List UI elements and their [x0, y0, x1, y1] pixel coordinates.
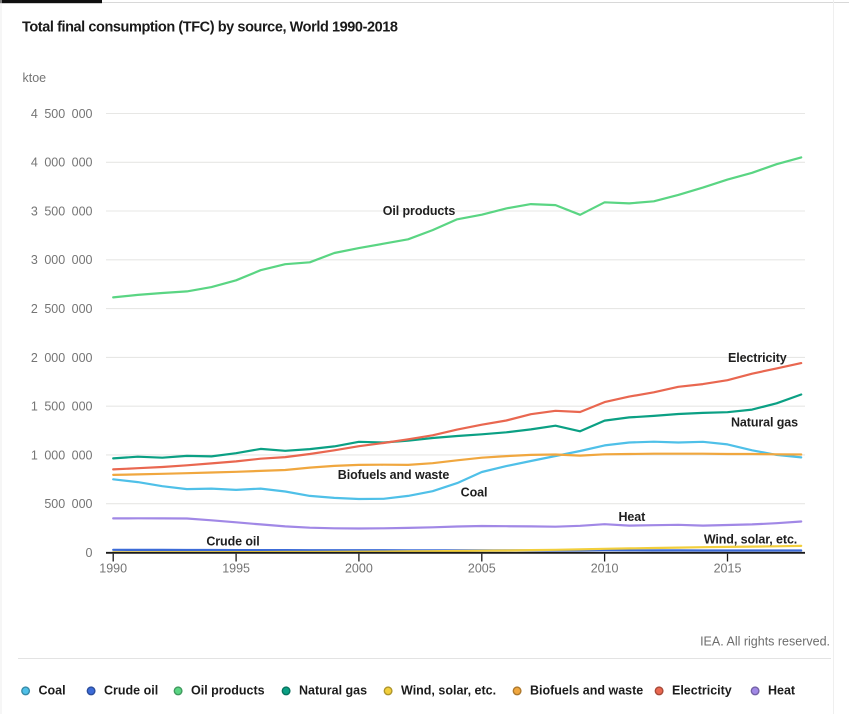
svg-text:Biofuels and waste: Biofuels and waste — [530, 684, 643, 698]
svg-text:2010: 2010 — [591, 562, 619, 576]
svg-text:500 000: 500 000 — [44, 497, 92, 511]
svg-text:Biofuels and waste: Biofuels and waste — [338, 468, 450, 482]
svg-text:Total final consumption (TFC): Total final consumption (TFC) by source,… — [22, 20, 398, 36]
svg-text:0: 0 — [86, 546, 93, 560]
svg-text:1 000 000: 1 000 000 — [31, 448, 93, 462]
svg-text:4 500 000: 4 500 000 — [31, 107, 93, 121]
svg-text:Wind, solar, etc.: Wind, solar, etc. — [704, 533, 797, 547]
svg-text:1990: 1990 — [99, 562, 127, 576]
svg-text:Crude oil: Crude oil — [206, 535, 259, 549]
svg-text:Coal: Coal — [39, 684, 66, 698]
svg-text:3 500 000: 3 500 000 — [31, 204, 93, 218]
svg-text:Natural gas: Natural gas — [731, 416, 798, 430]
svg-text:2015: 2015 — [714, 562, 742, 576]
svg-text:Electricity: Electricity — [728, 351, 787, 365]
svg-text:IEA. All rights reserved.: IEA. All rights reserved. — [700, 634, 830, 648]
svg-text:2 000 000: 2 000 000 — [31, 351, 93, 365]
svg-text:Electricity: Electricity — [672, 684, 732, 698]
svg-text:Crude oil: Crude oil — [104, 684, 158, 698]
svg-text:1995: 1995 — [222, 562, 250, 576]
svg-text:Heat: Heat — [618, 510, 646, 524]
svg-text:2 500 000: 2 500 000 — [31, 302, 93, 316]
svg-text:2005: 2005 — [468, 562, 496, 576]
svg-text:Coal: Coal — [461, 486, 488, 500]
svg-text:Oil products: Oil products — [191, 684, 265, 698]
svg-text:Heat: Heat — [768, 684, 796, 698]
svg-text:4 000 000: 4 000 000 — [31, 156, 93, 170]
svg-text:1 500 000: 1 500 000 — [31, 400, 93, 414]
svg-text:2000: 2000 — [345, 562, 373, 576]
svg-text:ktoe: ktoe — [23, 71, 47, 85]
svg-text:Wind, solar, etc.: Wind, solar, etc. — [401, 684, 496, 698]
svg-text:3 000 000: 3 000 000 — [31, 253, 93, 267]
svg-text:Oil products: Oil products — [383, 204, 456, 218]
svg-text:Natural gas: Natural gas — [299, 684, 367, 698]
